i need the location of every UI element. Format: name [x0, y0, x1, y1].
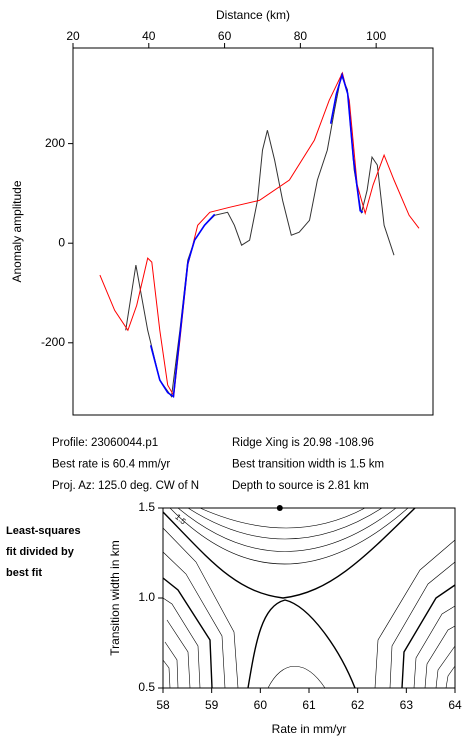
- x-tick-label: 60: [218, 29, 232, 43]
- y-tick-label: 1.0: [138, 590, 155, 604]
- x-axis-label: Rate in mm/yr: [272, 722, 347, 736]
- side-label: fit divided by: [6, 546, 75, 558]
- side-label: Least-squares: [6, 525, 81, 537]
- data-line: [125, 73, 395, 398]
- side-label: best fit: [6, 567, 42, 579]
- y-tick-label: 0.5: [138, 680, 155, 694]
- y-axis-label: Transition width in km: [108, 540, 122, 656]
- x-tick-label: 40: [142, 29, 156, 43]
- plot-frame: [162, 507, 456, 689]
- y-axis-label: Anomaly amplitude: [10, 180, 24, 282]
- x-axis-label: Distance (km): [216, 8, 290, 22]
- annotation: Proj. Az: 125.0 deg. CW of N: [52, 480, 199, 492]
- x-tick-label: 100: [366, 29, 386, 43]
- y-tick-label: 0: [58, 235, 65, 249]
- y-tick-label: 200: [45, 136, 65, 150]
- annotation: Depth to source is 2.81 km: [232, 480, 369, 492]
- x-tick-label: 20: [66, 29, 80, 43]
- annotation: Best rate is 60.4 mm/yr: [52, 459, 170, 471]
- best-fit-point: [276, 505, 283, 511]
- contours: [162, 507, 456, 689]
- x-tick-label: 59: [205, 698, 219, 712]
- x-tick-label: 58: [156, 698, 170, 712]
- x-tick-label: 60: [254, 698, 268, 712]
- x-tick-label: 80: [294, 29, 308, 43]
- data-line: [99, 71, 420, 398]
- annotation: Ridge Xing is 20.98 -108.96: [232, 437, 374, 449]
- plot-frame: [72, 47, 434, 416]
- annotation: Profile: 23060044.p1: [52, 437, 158, 449]
- x-tick-label: 64: [448, 698, 462, 712]
- x-tick-label: 61: [302, 698, 316, 712]
- data-line: [149, 72, 364, 399]
- y-tick-label: 1.5: [138, 500, 155, 514]
- annotation: Best transition width is 1.5 km: [232, 459, 384, 471]
- y-tick-label: -200: [41, 335, 65, 349]
- x-tick-label: 63: [400, 698, 414, 712]
- x-tick-label: 62: [351, 698, 365, 712]
